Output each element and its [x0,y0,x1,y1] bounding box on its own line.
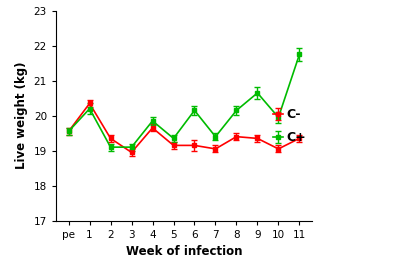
Legend: C-, C+: C-, C+ [273,108,306,144]
Y-axis label: Live weight (kg): Live weight (kg) [15,62,28,169]
X-axis label: Week of infection: Week of infection [126,245,242,258]
